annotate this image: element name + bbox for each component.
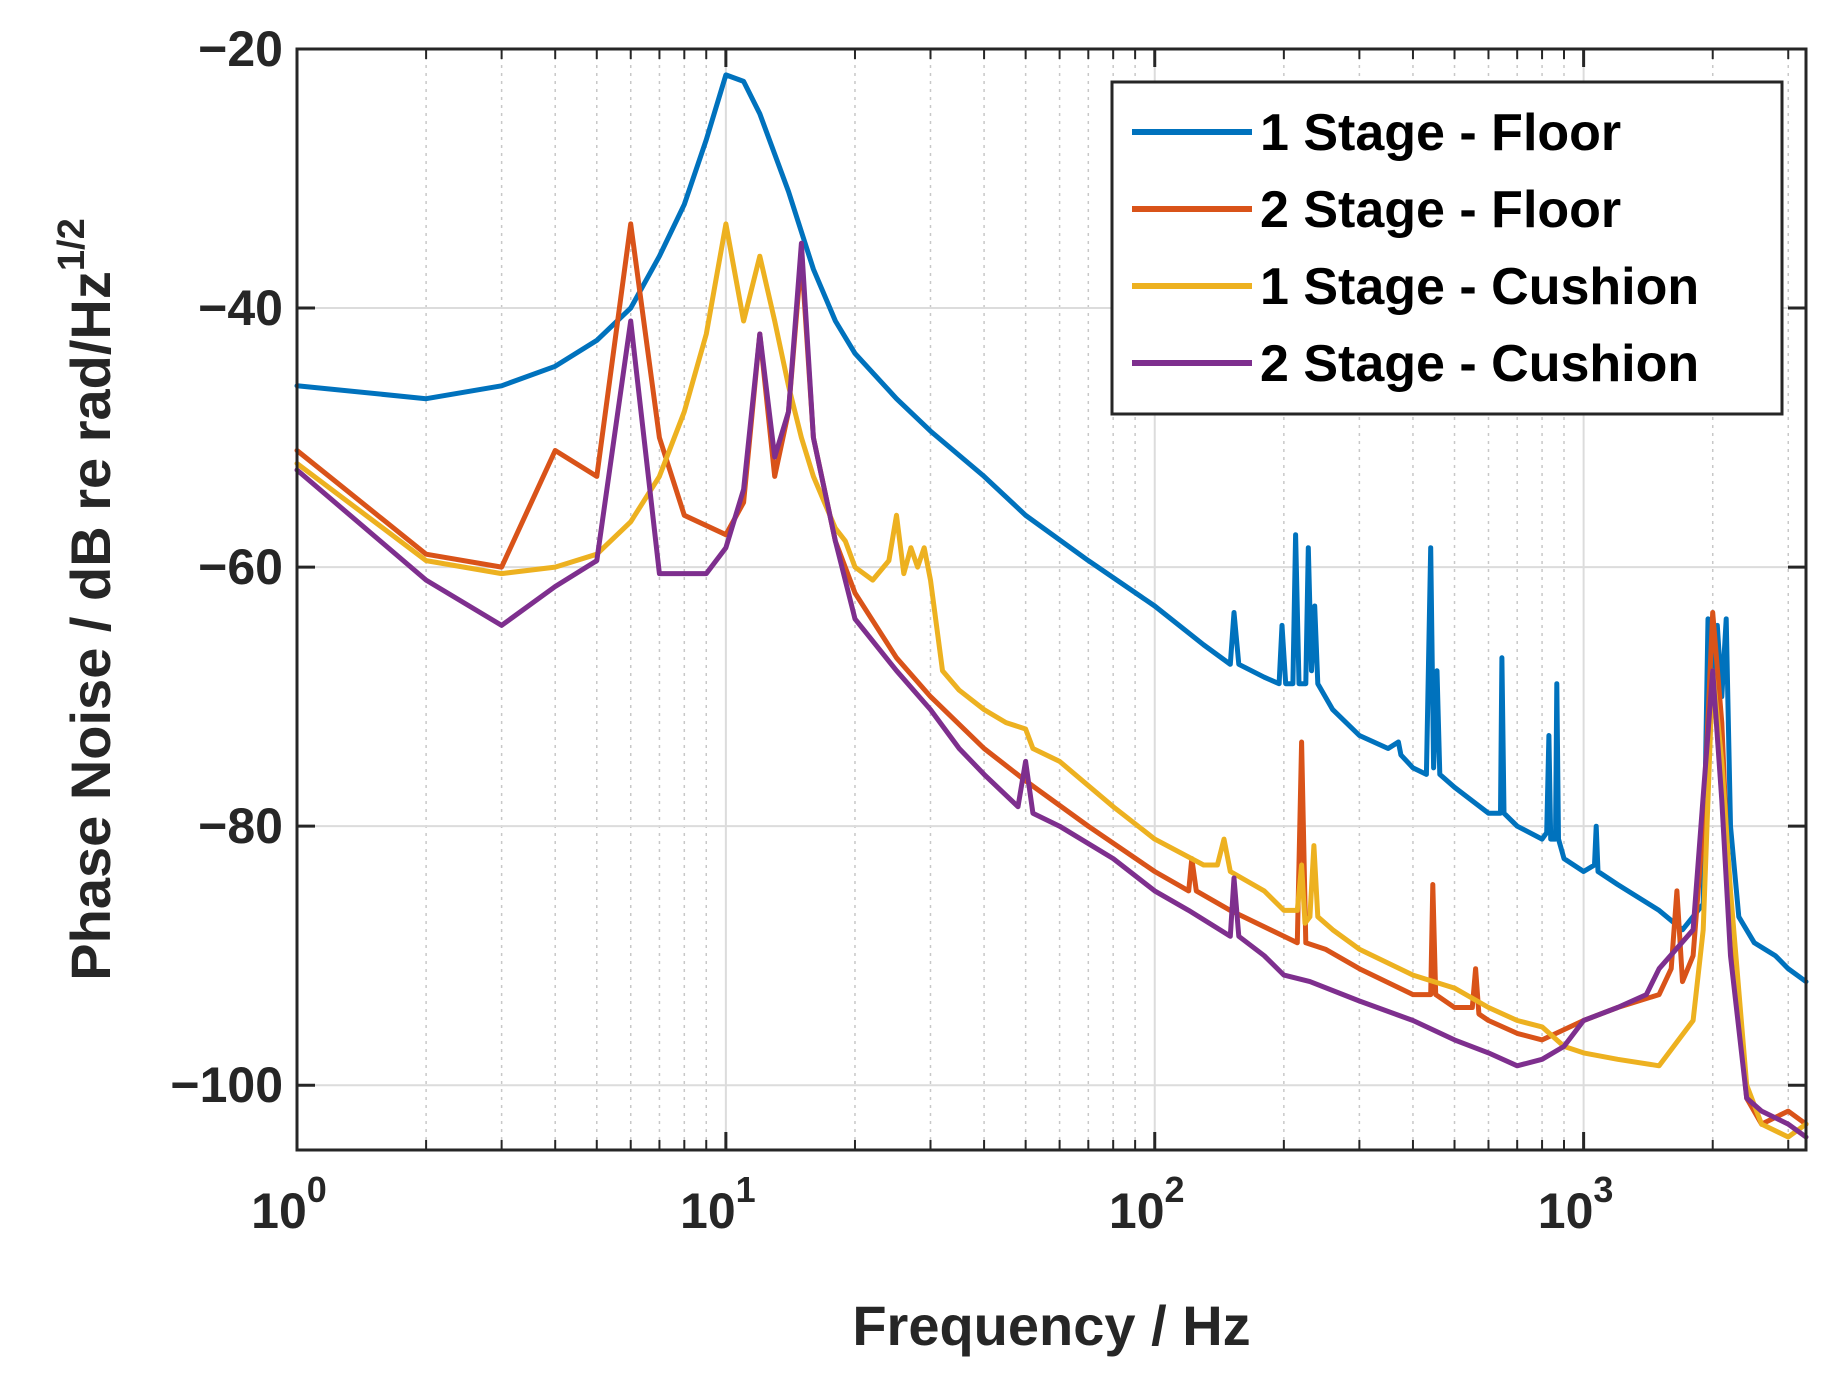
legend: 1 Stage - Floor 2 Stage - Floor 1 Stage - … xyxy=(1110,80,1784,416)
y-axis-title-text: Phase Noise / dB re rad/Hz xyxy=(59,271,122,981)
x-tick-label-exponent: 0 xyxy=(307,1169,327,1210)
y-axis-title: Phase Noise / dB re rad/Hz1/2 xyxy=(51,218,122,980)
x-tick-label-exponent: 2 xyxy=(1165,1169,1185,1210)
y-tick-label: −80 xyxy=(198,798,283,854)
y-tick-label: −20 xyxy=(198,21,283,77)
x-tick-label: 101 xyxy=(680,1169,756,1239)
series-lines xyxy=(294,72,1809,1140)
y-tick-label: −60 xyxy=(198,539,283,595)
axis-ticks xyxy=(295,47,1806,1150)
series-line-3 xyxy=(294,221,1809,1140)
legend-box xyxy=(1110,80,1784,416)
x-tick-label-exponent: 3 xyxy=(1593,1169,1613,1210)
x-tick-label: 103 xyxy=(1538,1169,1614,1239)
x-tick-label-base: 10 xyxy=(251,1183,307,1239)
y-tick-labels: −20 −40 −60 −80 −100 xyxy=(170,21,283,1113)
y-axis-title-superscript: 1/2 xyxy=(51,218,93,271)
x-tick-label-exponent: 1 xyxy=(736,1169,756,1210)
legend-label-2: 2 Stage - Floor xyxy=(1260,181,1621,239)
plot-frame xyxy=(295,47,1808,1152)
x-axis-title: Frequency / Hz xyxy=(852,1294,1250,1357)
series-line-1 xyxy=(294,72,1809,985)
legend-label-1: 1 Stage - Floor xyxy=(1260,104,1621,162)
x-axis-title-text: Frequency / Hz xyxy=(852,1294,1250,1357)
series-line-4 xyxy=(294,240,1809,1140)
y-tick-label: −40 xyxy=(198,280,283,336)
x-tick-label-base: 10 xyxy=(1109,1183,1165,1239)
legend-label-4: 2 Stage - Cushion xyxy=(1260,335,1699,393)
x-tick-labels: 100 101 102 103 xyxy=(251,1169,1613,1239)
y-tick-label: −100 xyxy=(170,1057,283,1113)
x-tick-label-base: 10 xyxy=(1538,1183,1594,1239)
legend-label-3: 1 Stage - Cushion xyxy=(1260,258,1699,316)
x-tick-label: 102 xyxy=(1109,1169,1185,1239)
x-tick-label: 100 xyxy=(251,1169,327,1239)
x-tick-label-base: 10 xyxy=(680,1183,736,1239)
